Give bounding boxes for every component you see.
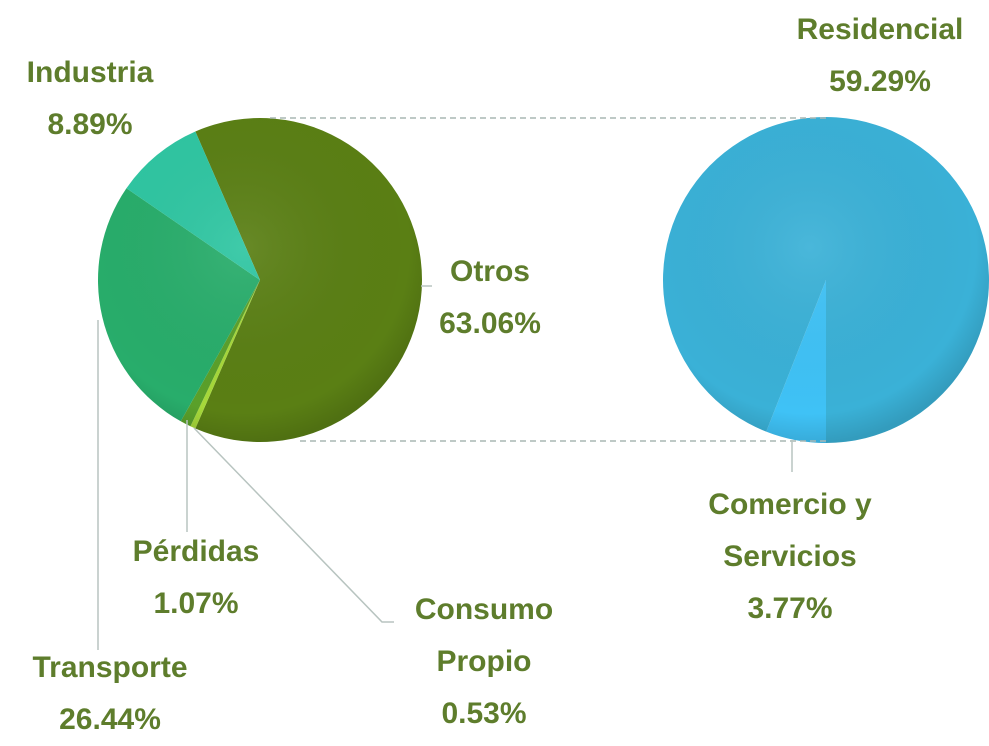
pie-shading [98,118,422,442]
label-name: Consumo Propio [414,593,554,678]
slices [98,117,989,443]
label-name: Residencial [796,13,964,46]
data-label: Transporte 26.44% [0,642,260,746]
label-name: Pérdidas [132,535,260,568]
label-name: Transporte [32,651,188,684]
label-value: 8.89% [47,108,133,141]
label-name: Otros [449,255,530,288]
data-label: Industria 8.89% [0,47,240,151]
label-value: 3.77% [747,592,833,625]
label-name: Industria [26,56,154,89]
data-label: Pérdidas 1.07% [46,526,346,630]
data-label: Consumo Propio 0.53% [399,584,569,740]
leader-line [193,427,394,623]
label-value: 1.07% [153,587,239,620]
label-value: 63.06% [439,307,541,340]
label-name: Comercio y Servicios [708,488,872,573]
pie-shading [663,117,989,443]
label-value: 26.44% [59,703,161,736]
data-label: Residencial 59.29% [730,4,989,108]
data-label: Comercio y Servicios 3.77% [675,479,905,635]
label-value: 0.53% [441,697,527,730]
data-label: Otros 63.06% [340,246,640,350]
label-value: 59.29% [829,65,931,98]
decorations [97,117,826,650]
